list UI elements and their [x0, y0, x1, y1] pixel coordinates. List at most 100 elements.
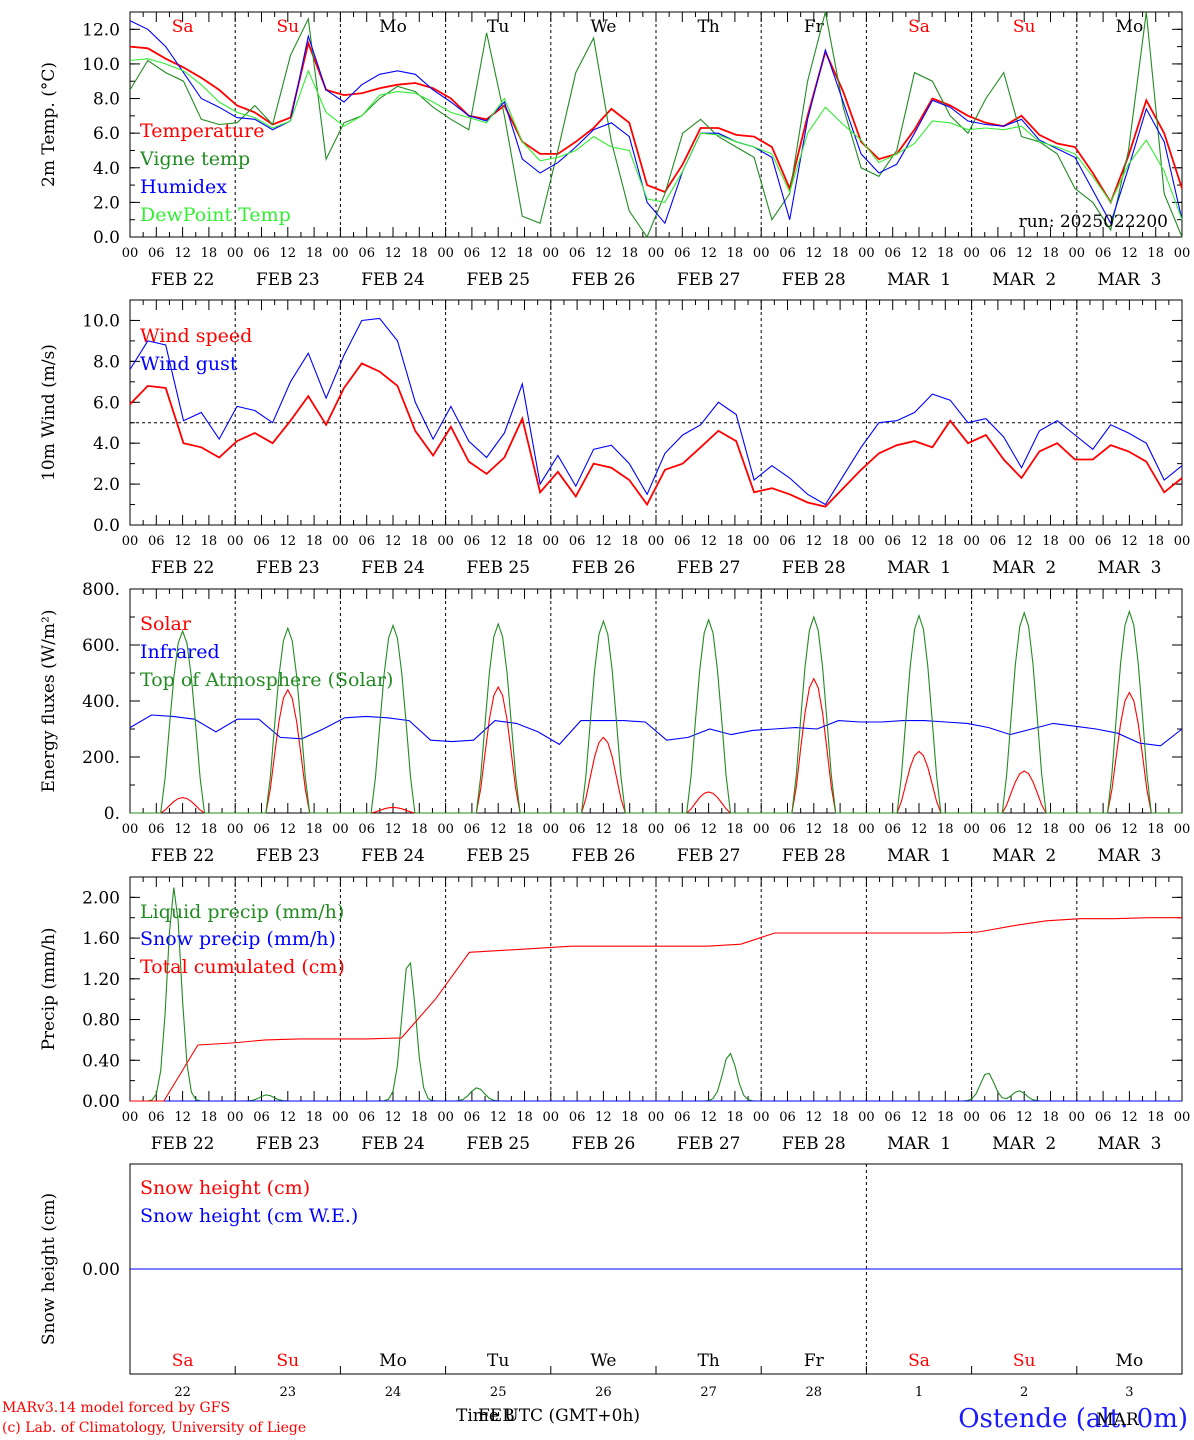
hour-tick-label: 06 — [253, 822, 270, 837]
y-tick-label: 10.0 — [82, 311, 120, 331]
hour-tick-label: 00 — [1174, 822, 1191, 837]
legend-entry: Snow precip (mm/h) — [140, 928, 336, 950]
legend-entry: Total cumulated (cm) — [140, 956, 345, 978]
day-number-label: 22 — [174, 1385, 191, 1400]
day-name-top: Su — [276, 17, 299, 37]
hour-tick-label: 00 — [227, 246, 244, 261]
hour-tick-label: 06 — [358, 822, 375, 837]
hour-tick-label: 18 — [516, 534, 533, 549]
hour-tick-label: 00 — [227, 1110, 244, 1125]
day-name-bottom: Fr — [804, 1351, 825, 1371]
hour-tick-label: 12 — [700, 822, 717, 837]
y-tick-label: 4.0 — [93, 434, 120, 454]
hour-tick-label: 18 — [1042, 246, 1059, 261]
hour-tick-label: 12 — [911, 1110, 928, 1125]
model-credit: MARv3.14 model forced by GFS — [2, 1400, 231, 1416]
hour-tick-label: 12 — [595, 246, 612, 261]
hour-tick-label: 06 — [148, 534, 165, 549]
hour-tick-label: 12 — [490, 1110, 507, 1125]
hour-tick-label: 06 — [1095, 534, 1112, 549]
hour-tick-label: 12 — [174, 822, 191, 837]
series-line-wind-gust — [129, 317, 1183, 506]
hour-tick-label: 00 — [753, 822, 770, 837]
hour-tick-label: 18 — [516, 1110, 533, 1125]
hour-tick-label: 06 — [990, 246, 1007, 261]
hour-tick-label: 06 — [148, 1110, 165, 1125]
y-tick-label: 6.0 — [93, 393, 120, 413]
day-number-label: 25 — [490, 1385, 507, 1400]
hour-tick-label: 00 — [1174, 534, 1191, 549]
day-name-bottom: Tu — [487, 1351, 509, 1371]
hour-tick-label: 18 — [306, 1110, 323, 1125]
y-tick-label: 12.0 — [82, 20, 120, 40]
hour-tick-label: 00 — [753, 1110, 770, 1125]
hour-tick-label: 00 — [543, 822, 560, 837]
hour-tick-label: 18 — [1147, 534, 1164, 549]
hour-tick-label: 00 — [437, 246, 454, 261]
hour-tick-label: 00 — [648, 246, 665, 261]
y-tick-label: 4.0 — [93, 159, 120, 179]
hour-tick-label: 06 — [1095, 822, 1112, 837]
date-label: FEB 28 — [782, 558, 846, 578]
series-line-humidex — [129, 20, 1183, 225]
hour-tick-label: 00 — [648, 822, 665, 837]
y-axis-label: 10m Wind (m/s) — [39, 344, 59, 481]
y-tick-label: 0.00 — [82, 1092, 120, 1112]
y-tick-label: 800. — [82, 580, 120, 600]
hour-tick-label: 18 — [201, 1110, 218, 1125]
hour-tick-label: 18 — [411, 246, 428, 261]
hour-tick-label: 12 — [806, 822, 823, 837]
day-number-label: 3 — [1125, 1385, 1133, 1400]
hour-tick-label: 18 — [621, 822, 638, 837]
legend-entry: Temperature — [140, 120, 264, 142]
hour-tick-label: 00 — [1069, 1110, 1086, 1125]
hour-tick-label: 06 — [569, 246, 586, 261]
hour-tick-label: 12 — [490, 534, 507, 549]
day-name-bottom: Mo — [379, 1351, 407, 1371]
y-tick-label: 600. — [82, 636, 120, 656]
date-label: FEB 23 — [256, 558, 320, 578]
hour-tick-label: 00 — [437, 534, 454, 549]
hour-tick-label: 18 — [937, 1110, 954, 1125]
hour-tick-label: 18 — [201, 246, 218, 261]
y-tick-label: 10.0 — [82, 55, 120, 75]
hour-tick-label: 12 — [595, 822, 612, 837]
day-number-label: 2 — [1020, 1385, 1028, 1400]
date-label: MAR 1 — [887, 846, 951, 866]
hour-tick-label: 00 — [648, 1110, 665, 1125]
hour-tick-label: 12 — [280, 246, 297, 261]
hour-tick-label: 12 — [911, 534, 928, 549]
hour-tick-label: 18 — [832, 534, 849, 549]
day-name-top: Sa — [908, 17, 930, 37]
hour-tick-label: 00 — [122, 822, 139, 837]
date-label: MAR 2 — [992, 846, 1056, 866]
hour-tick-label: 18 — [937, 246, 954, 261]
date-label: FEB 22 — [151, 1134, 215, 1154]
day-number-label: 28 — [806, 1385, 823, 1400]
hour-tick-label: 00 — [332, 1110, 349, 1125]
hour-tick-label: 06 — [990, 1110, 1007, 1125]
hour-tick-label: 06 — [1095, 246, 1112, 261]
date-label: MAR 3 — [1097, 1134, 1161, 1154]
date-label: FEB 26 — [572, 846, 636, 866]
hour-tick-label: 12 — [280, 822, 297, 837]
hour-tick-label: 18 — [306, 246, 323, 261]
panel-frame — [129, 299, 1183, 526]
date-label: MAR 1 — [887, 558, 951, 578]
hour-tick-label: 12 — [385, 1110, 402, 1125]
hour-tick-label: 06 — [464, 246, 481, 261]
hour-tick-label: 18 — [621, 1110, 638, 1125]
time-axis-text: Time UTC (GMT+0h) — [456, 1406, 641, 1426]
legend-entry: Solar — [140, 613, 192, 635]
date-label: FEB 26 — [572, 1134, 636, 1154]
hour-tick-label: 12 — [1016, 246, 1033, 261]
hour-tick-label: 00 — [1069, 534, 1086, 549]
hour-tick-label: 18 — [306, 534, 323, 549]
date-label: FEB 25 — [466, 270, 530, 290]
hour-tick-label: 00 — [227, 822, 244, 837]
hour-tick-label: 12 — [595, 534, 612, 549]
time-axis-label: Time UTC (GMT+0h) FEB — [456, 1406, 640, 1426]
panel-frame — [129, 588, 1183, 814]
day-name-top: Tu — [487, 17, 509, 37]
